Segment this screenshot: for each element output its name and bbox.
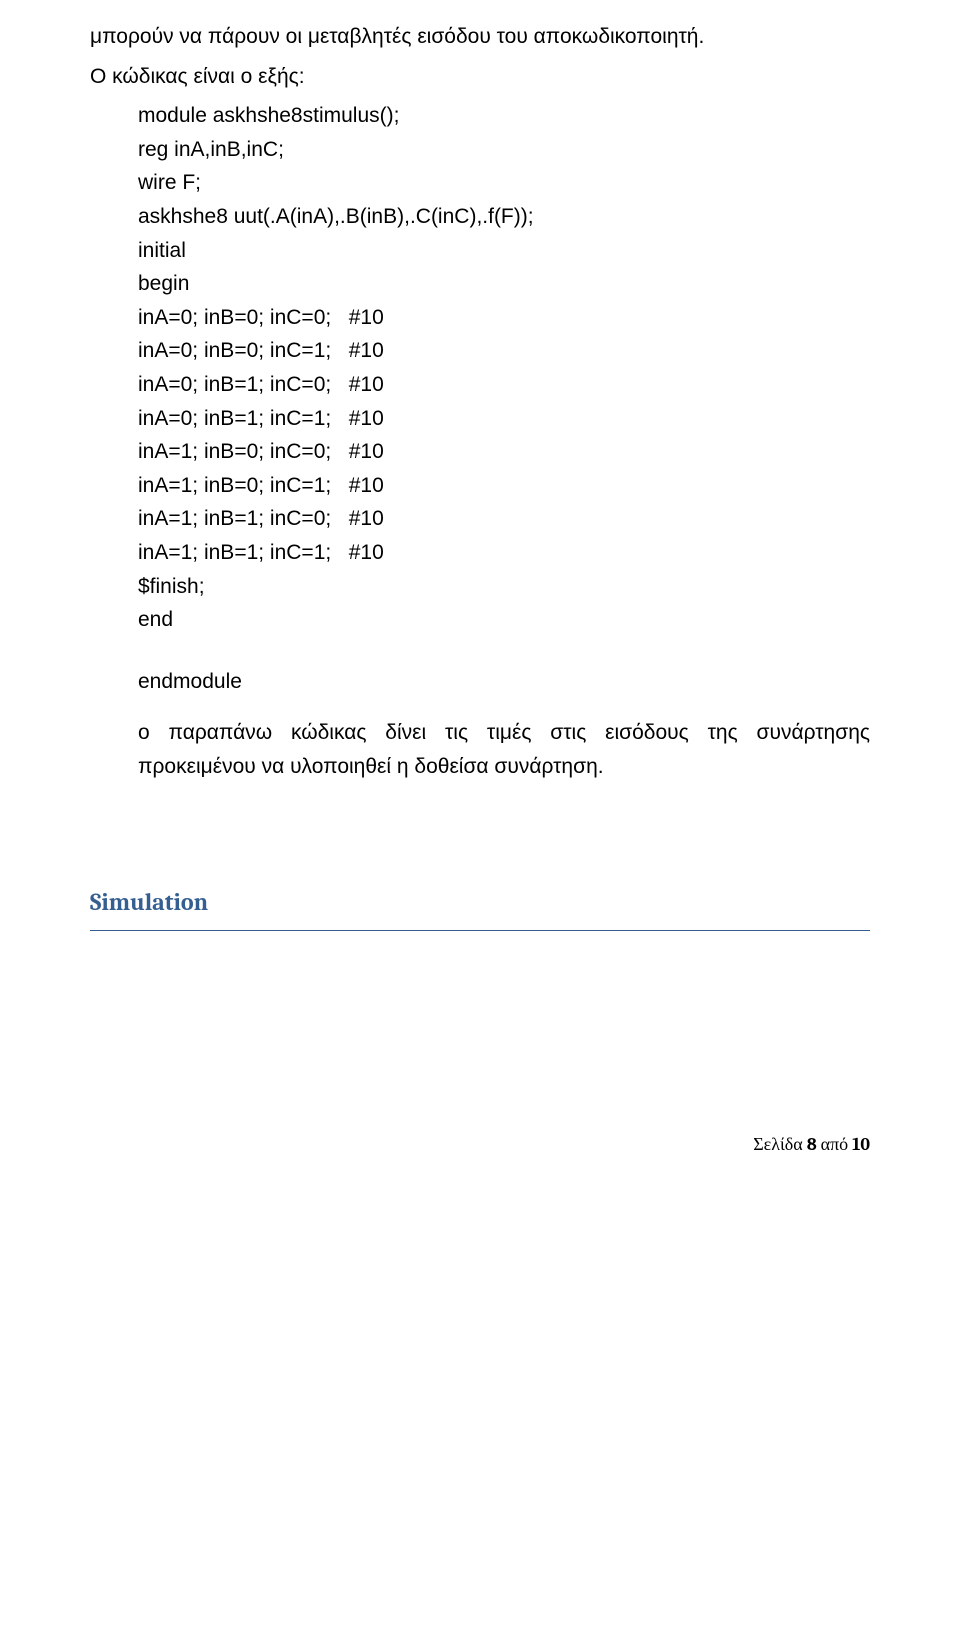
footer-page-total: 10 (852, 1134, 870, 1155)
code-line: begin (138, 267, 870, 301)
outro-text: ο παραπάνω κώδικας δίνει τις τιμές στις … (138, 716, 870, 783)
code-line: inA=1; inB=0; inC=1; #10 (138, 469, 870, 503)
code-line: end (138, 603, 870, 637)
intro-line-1: μπορούν να πάρουν οι μεταβλητές εισόδου … (90, 20, 870, 54)
code-line: inA=0; inB=1; inC=0; #10 (138, 368, 870, 402)
code-line: wire F; (138, 166, 870, 200)
intro-line-2: Ο κώδικας είναι ο εξής: (90, 60, 870, 94)
code-endmodule: endmodule (138, 665, 870, 699)
code-line: inA=0; inB=0; inC=1; #10 (138, 334, 870, 368)
code-line: reg inA,inB,inC; (138, 133, 870, 167)
section-rule (90, 930, 870, 931)
code-line: inA=0; inB=0; inC=0; #10 (138, 301, 870, 335)
code-line: $finish; (138, 570, 870, 604)
footer-page-current: 8 (807, 1134, 817, 1155)
code-line: inA=1; inB=0; inC=0; #10 (138, 435, 870, 469)
code-line: inA=1; inB=1; inC=0; #10 (138, 502, 870, 536)
section-title-simulation: Simulation (90, 883, 870, 921)
code-line: initial (138, 234, 870, 268)
footer-prefix: Σελίδα (753, 1134, 806, 1155)
code-line: inA=0; inB=1; inC=1; #10 (138, 402, 870, 436)
page-footer: Σελίδα 8 από 10 (90, 1131, 870, 1160)
spacer (138, 698, 870, 716)
spacer (138, 637, 870, 665)
code-line: inA=1; inB=1; inC=1; #10 (138, 536, 870, 570)
footer-middle: από (817, 1134, 852, 1155)
code-block: module askhshe8stimulus(); reg inA,inB,i… (138, 99, 870, 783)
code-line: module askhshe8stimulus(); (138, 99, 870, 133)
code-line: askhshe8 uut(.A(inA),.B(inB),.C(inC),.f(… (138, 200, 870, 234)
